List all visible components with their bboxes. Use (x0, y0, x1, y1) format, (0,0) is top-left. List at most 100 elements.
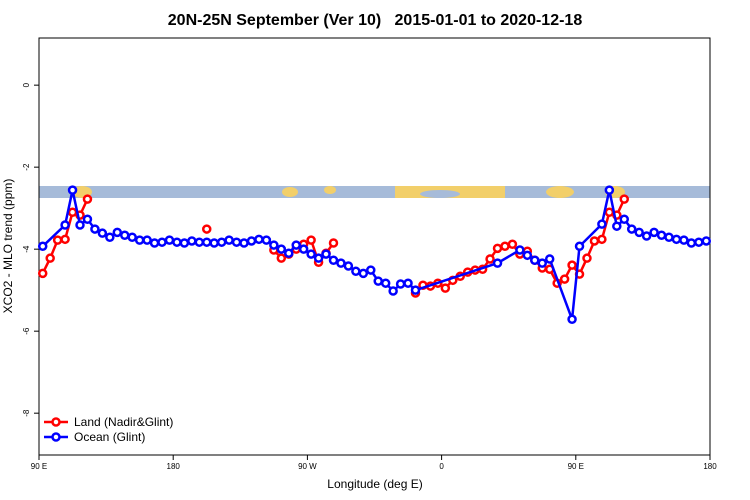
data-point (67, 207, 78, 218)
data-point (142, 235, 152, 245)
data-point (97, 228, 108, 238)
legend-marker (51, 432, 61, 442)
data-point (328, 238, 339, 248)
y-tick-label: -4 (22, 245, 31, 253)
y-axis-label: XCO2 - MLO trend (ppm) (1, 179, 15, 314)
legend-label: Land (Nadir&Glint) (74, 415, 173, 429)
data-point (37, 241, 48, 252)
data-point (149, 238, 160, 248)
data-point (164, 235, 175, 245)
data-point (403, 278, 413, 288)
data-point (649, 227, 659, 238)
data-point (358, 268, 369, 279)
data-point (224, 235, 234, 245)
chart-title: 20N-25N September (Ver 10) 2015-01-01 to… (168, 12, 583, 29)
data-point (75, 220, 85, 230)
data-point (157, 237, 167, 247)
data-point (679, 235, 689, 245)
data-point (82, 214, 93, 224)
data-point (634, 227, 644, 238)
data-point (410, 285, 421, 295)
data-point (67, 185, 78, 195)
data-point (284, 248, 294, 259)
data-point (52, 235, 63, 245)
data-point (298, 244, 309, 254)
data-point (440, 283, 451, 293)
data-point (276, 253, 287, 263)
x-tick-label: 180 (703, 462, 717, 471)
data-point (619, 214, 630, 224)
data-point (485, 254, 495, 264)
data-point (694, 237, 704, 247)
data-point (597, 219, 607, 229)
data-point (597, 234, 607, 245)
data-point (231, 237, 242, 247)
data-point (373, 276, 383, 286)
data-point (202, 224, 212, 234)
data-point (202, 237, 212, 247)
data-point (239, 238, 249, 248)
x-tick-label: 90 W (298, 462, 317, 471)
data-point (82, 194, 93, 204)
data-point (686, 238, 697, 248)
data-point (537, 258, 547, 268)
data-point (306, 235, 316, 245)
data-point (664, 232, 674, 243)
data-point (626, 224, 637, 234)
x-axis-label: Longitude (deg E) (327, 477, 422, 491)
data-point (45, 253, 55, 263)
data-point (559, 274, 570, 284)
data-point (530, 255, 540, 265)
data-point (351, 266, 361, 277)
data-point (276, 244, 287, 254)
data-point (656, 230, 667, 240)
data-point (671, 234, 682, 245)
data-point (380, 278, 391, 288)
data-point (60, 220, 70, 230)
data-point (254, 234, 264, 245)
data-point (119, 230, 130, 240)
x-tick-label: 90 E (568, 462, 584, 471)
data-point (261, 235, 272, 245)
data-point (701, 236, 712, 246)
data-point (216, 237, 227, 247)
data-point (321, 249, 331, 259)
data-point (574, 241, 585, 252)
data-point (134, 235, 145, 245)
data-point (328, 255, 339, 265)
y-tick-label: -2 (22, 163, 31, 171)
data-point (604, 185, 615, 195)
data-point (507, 239, 518, 249)
legend-label: Ocean (Glint) (74, 430, 145, 444)
data-point (343, 261, 354, 271)
data-point (60, 234, 70, 245)
x-tick-label: 0 (439, 462, 444, 471)
data-point (90, 224, 100, 234)
x-tick-label: 90 E (31, 462, 47, 471)
data-point (492, 258, 503, 268)
data-point (105, 232, 115, 243)
data-point (306, 249, 316, 259)
data-point (388, 286, 398, 296)
data-point (179, 238, 190, 248)
data-point (641, 231, 652, 241)
data-point (612, 221, 622, 231)
data-point (187, 236, 197, 246)
y-tick-label: -8 (22, 409, 31, 417)
data-point (619, 194, 630, 204)
data-point (582, 253, 592, 263)
x-tick-label: 180 (167, 462, 181, 471)
data-point (395, 279, 406, 289)
data-point (112, 227, 123, 238)
data-point (522, 250, 533, 261)
data-point (567, 260, 577, 270)
map-strip (39, 186, 710, 198)
legend-marker (51, 417, 61, 427)
data-point (604, 207, 615, 218)
data-point (313, 253, 324, 263)
legend: Land (Nadir&Glint) Ocean (Glint) (44, 415, 173, 444)
data-point (269, 240, 279, 250)
data-point (246, 236, 257, 246)
data-point (544, 254, 555, 264)
